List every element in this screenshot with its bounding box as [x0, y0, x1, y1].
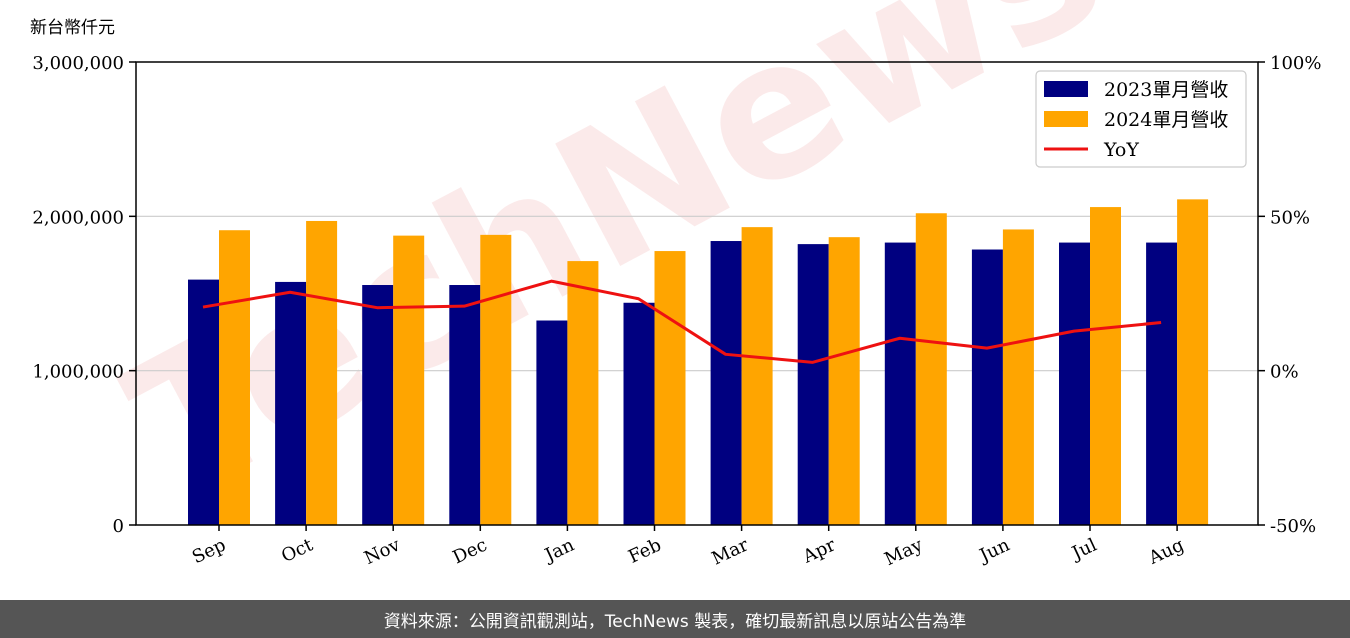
right-tick-label: 50%	[1270, 207, 1310, 228]
bar-2023-jan	[536, 320, 568, 525]
x-tick-label-mar: Mar	[709, 534, 752, 569]
x-tick-label-dec: Dec	[450, 534, 491, 568]
bar-2024-mar	[741, 227, 773, 526]
bar-2023-dec	[449, 285, 481, 525]
bar-2023-aug	[1146, 242, 1178, 525]
right-tick-label: -50%	[1270, 516, 1316, 537]
x-tick-label-jan: Jan	[540, 534, 578, 567]
right-axis: -50% 0% 50% 100%	[1258, 53, 1321, 537]
yoy-series-line	[202, 279, 1162, 364]
unit-label: 新台幣仟元	[30, 18, 115, 38]
right-tick-label: 0%	[1270, 362, 1299, 383]
bar-2024-sep	[219, 230, 250, 525]
legend-label: YoY	[1103, 139, 1139, 161]
bar-2024-feb	[654, 251, 686, 525]
bars	[188, 199, 1209, 526]
x-axis: Sep Oct Nov Dec Jan Feb Mar Apr May Jun Jul Aug	[189, 525, 1187, 570]
bar-2023-apr	[797, 244, 829, 525]
x-tick-label-may: May	[881, 534, 926, 570]
bar-2024-nov	[393, 235, 425, 525]
footer-text: 資料來源：公開資訊觀測站，TechNews 製表，確切最新訊息以原站公告為準	[383, 611, 967, 632]
bar-2024-jun	[1002, 229, 1034, 525]
left-tick-label: 2,000,000	[32, 207, 124, 228]
x-tick-label-feb: Feb	[625, 534, 664, 567]
bar-2024-aug	[1177, 199, 1209, 525]
legend-box	[1035, 70, 1247, 168]
left-tick-label: 0	[113, 516, 124, 537]
legend-label: 2023單月營收	[1104, 79, 1228, 101]
x-tick-label-jul: Jul	[1067, 534, 1100, 564]
x-tick-label-nov: Nov	[361, 534, 404, 569]
bar-2024-apr	[828, 237, 860, 525]
legend-swatch	[1044, 81, 1088, 97]
x-tick-label-aug: Aug	[1145, 534, 1188, 569]
bar-2023-feb	[623, 302, 655, 525]
bar-2024-jan	[567, 261, 599, 525]
legend: 2023單月營收 2024單月營收 YoY	[1035, 70, 1247, 168]
yoy-line	[202, 279, 1162, 364]
left-axis: 0 1,000,000 2,000,000 3,000,000	[32, 53, 136, 537]
x-tick-label-jun: Jun	[975, 534, 1014, 567]
x-tick-label-apr: Apr	[799, 534, 839, 568]
left-tick-label: 3,000,000	[32, 53, 124, 74]
bar-2024-oct	[306, 220, 338, 526]
x-tick-label-sep: Sep	[189, 534, 229, 568]
bar-2024-jul	[1090, 207, 1121, 525]
bar-2024-dec	[480, 234, 512, 525]
bar-2023-nov	[362, 285, 394, 525]
bar-2023-jul	[1059, 242, 1090, 525]
source-footer: 資料來源：公開資訊觀測站，TechNews 製表，確切最新訊息以原站公告為準	[0, 600, 1350, 638]
bar-2023-mar	[710, 241, 742, 525]
x-tick-label-oct: Oct	[278, 534, 317, 567]
bar-2024-may	[915, 213, 947, 525]
bar-2023-may	[884, 242, 916, 525]
bar-2023-oct	[275, 281, 307, 525]
left-tick-label: 1,000,000	[32, 362, 124, 383]
right-tick-label: 100%	[1270, 53, 1321, 74]
legend-swatch	[1044, 111, 1088, 127]
plot-frame	[135, 61, 1259, 526]
legend-label: 2024單月營收	[1104, 109, 1228, 131]
bar-2023-jun	[971, 249, 1003, 525]
bar-2023-sep	[188, 279, 219, 525]
